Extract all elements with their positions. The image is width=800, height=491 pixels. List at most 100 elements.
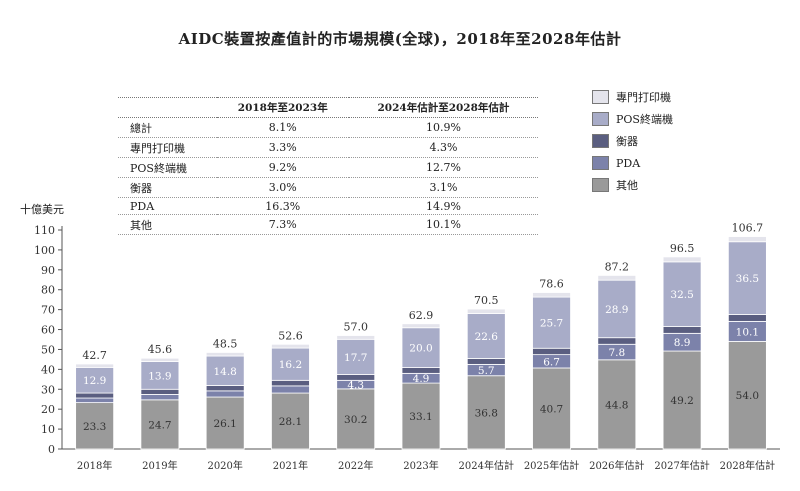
bar-segment [401, 367, 441, 374]
bar-segment [466, 358, 506, 365]
segment-value-label: 40.7 [540, 403, 563, 415]
x-tick-label: 2028年估計 [720, 459, 775, 472]
bar-segment [205, 352, 245, 357]
cagr-value: 3.3% [216, 137, 349, 158]
bar-segment [597, 359, 637, 450]
bar-segment [271, 379, 310, 387]
bar-total-label: 78.6 [539, 278, 564, 291]
bar-segment [401, 327, 441, 368]
cagr-row: POS終端機 9.2% 12.7% [118, 157, 538, 178]
bar-segment [727, 314, 767, 322]
legend-swatch-pda [592, 156, 609, 170]
bar-segment [75, 366, 115, 394]
cagr-row: PDA 16.3% 14.9% [118, 197, 538, 215]
cagr-value: 3.0% [216, 177, 349, 198]
bar-segment [597, 337, 637, 345]
cagr-value: 12.7% [348, 157, 538, 178]
bar-total-label: 57.0 [343, 321, 368, 334]
y-tick-label: 70 [41, 304, 55, 317]
bar-segment [205, 396, 245, 450]
bar-segment [205, 385, 245, 392]
cagr-value: 3.1% [348, 177, 538, 198]
bar-segment [401, 323, 441, 329]
segment-value-label: 8.9 [674, 337, 691, 349]
cagr-header-2018-2023: 2018年至2023年 [216, 97, 349, 118]
bar-segment [140, 388, 180, 395]
y-tick-label: 60 [41, 324, 55, 337]
cagr-row-label: PDA [118, 197, 217, 215]
bar-segment [466, 375, 506, 450]
segment-value-label: 36.8 [475, 407, 498, 419]
cagr-row: 其他 7.3% 10.1% [118, 214, 538, 235]
segment-value-label: 4.9 [413, 373, 430, 385]
segment-value-label: 6.7 [543, 356, 560, 368]
x-tick-label: 2027年估計 [654, 459, 709, 472]
bar-segment [662, 261, 702, 327]
cagr-row: 專門打印機 3.3% 4.3% [118, 137, 538, 158]
bar-segment [662, 350, 702, 450]
cagr-header-blank [118, 97, 217, 118]
cagr-table: 2018年至2023年 2024年估計至2028年估計 總計 8.1% 10.9… [118, 97, 538, 235]
cagr-row: 總計 8.1% 10.9% [118, 117, 538, 138]
bar-segment [336, 388, 376, 450]
bar-segment [205, 390, 245, 398]
x-tick-label: 2019年 [142, 459, 177, 472]
cagr-value: 9.2% [216, 157, 349, 178]
bar-total-label: 45.6 [148, 343, 173, 356]
y-tick-label: 0 [48, 443, 55, 456]
legend-label: 衡器 [616, 135, 638, 148]
legend-item-pda: PDA [592, 152, 673, 174]
cagr-value: 7.3% [216, 214, 349, 235]
legend-item-other: 其他 [592, 174, 673, 196]
bar-total-label: 62.9 [409, 309, 434, 322]
segment-value-label: 22.6 [475, 331, 499, 343]
bar-segment [336, 374, 376, 381]
bar-segment [532, 292, 571, 298]
bar-segment [727, 341, 767, 450]
legend-label: 專門打印機 [616, 91, 671, 104]
bar-segment [75, 397, 115, 404]
cagr-value: 10.1% [348, 214, 538, 235]
cagr-row-label: 總計 [118, 117, 217, 138]
bar-segment [75, 363, 115, 368]
x-tick-label: 2020年 [207, 459, 242, 472]
cagr-row: 衡器 3.0% 3.1% [118, 177, 538, 198]
bar-segment [401, 382, 441, 450]
legend-label: 其他 [616, 179, 638, 192]
segment-value-label: 10.1 [736, 326, 759, 338]
y-tick-label: 20 [41, 403, 55, 416]
cagr-value: 8.1% [216, 117, 349, 138]
cagr-row-label: 專門打印機 [118, 137, 217, 158]
segment-value-label: 20.0 [409, 343, 432, 355]
bar-segment [271, 392, 310, 450]
segment-value-label: 5.7 [478, 365, 495, 377]
chart-title: AIDC裝置按產值計的市場規模(全球)，2018年至2028年估計 [178, 30, 622, 48]
x-tick-label: 2024年估計 [459, 459, 514, 472]
bar-segment [75, 392, 115, 399]
y-axis-unit-label: 十億美元 [20, 203, 64, 216]
bar-total-label: 87.2 [605, 260, 630, 273]
bar-segment [140, 399, 180, 450]
bar-segment [727, 241, 767, 315]
bar-total-label: 48.5 [213, 337, 238, 350]
cagr-table-header: 2018年至2023年 2024年估計至2028年估計 [118, 97, 538, 118]
segment-value-label: 54.0 [736, 390, 759, 402]
y-tick-label: 30 [41, 383, 55, 396]
segment-value-label: 28.9 [605, 304, 628, 316]
y-tick-label: 10 [41, 423, 55, 436]
x-tick-label: 2023年 [403, 459, 438, 472]
bar-total-label: 70.5 [474, 294, 499, 307]
bar-segment [75, 402, 115, 450]
bar-total-label: 106.7 [732, 222, 764, 235]
segment-value-label: 17.7 [344, 352, 367, 364]
y-tick-label: 110 [34, 224, 55, 237]
x-tick-label: 2022年 [338, 459, 373, 472]
segment-value-label: 28.1 [279, 416, 302, 428]
segment-value-label: 25.7 [540, 318, 563, 330]
y-tick-label: 40 [41, 363, 55, 376]
cagr-row-label: 衡器 [118, 177, 217, 198]
x-tick-label: 2026年估計 [589, 459, 644, 472]
y-tick-label: 50 [41, 343, 55, 356]
cagr-row-label: POS終端機 [118, 157, 217, 178]
